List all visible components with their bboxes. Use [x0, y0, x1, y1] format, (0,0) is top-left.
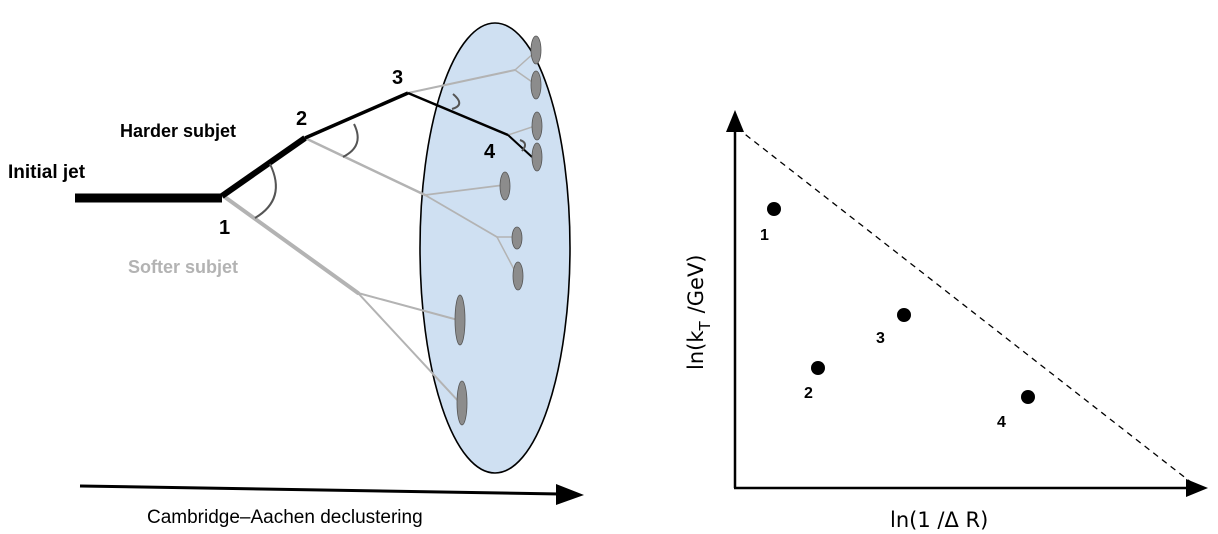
harder-chain: [75, 91, 533, 203]
harder-subjet-label: Harder subjet: [120, 121, 236, 141]
y-axis-arrowhead: [726, 110, 744, 132]
point-label-4: 4: [997, 414, 1006, 431]
point-label-2: 2: [804, 385, 813, 402]
y-axis-label-sub: T: [696, 321, 714, 332]
declustering-label: Cambridge–Aachen declustering: [147, 507, 423, 528]
emission-point-2: [811, 361, 825, 375]
svg-text:ln(kT/GeV): ln(kT/GeV): [684, 255, 714, 371]
emission-point-3: [897, 308, 911, 322]
kinematic-boundary: [736, 127, 1193, 484]
declustering-arrow: [79, 484, 561, 496]
x-axis-label: ln(1 /Δ R): [890, 508, 988, 532]
emission-plane: 1 2 3 4 ln(1 /Δ R) ln(kT/GeV): [684, 110, 1208, 532]
x-axis-arrowhead: [1186, 479, 1208, 497]
y-axis-label: ln(kT/GeV): [684, 255, 714, 371]
angle-arcs: [254, 93, 526, 219]
step-label-1: 1: [219, 217, 230, 239]
point-label-3: 3: [876, 330, 885, 347]
softer-branches: [220, 51, 536, 404]
declustering-diagram: Initial jet Harder subjet Softer subjet …: [8, 22, 584, 528]
particle: [454, 294, 466, 346]
particle: [456, 380, 468, 426]
softer-subjet-label: Softer subjet: [128, 257, 238, 277]
step-label-4: 4: [484, 141, 496, 163]
declustering-arrowhead: [556, 484, 584, 505]
particle: [530, 70, 542, 100]
particle: [530, 35, 542, 65]
y-axis-label-suffix: /GeV): [684, 255, 708, 314]
particle: [511, 226, 523, 250]
step-label-3: 3: [392, 67, 403, 89]
particle: [499, 171, 511, 201]
particle: [531, 142, 543, 172]
emission-point-4: [1021, 390, 1035, 404]
y-axis-label-prefix: ln(k: [684, 330, 708, 370]
emission-point-1: [767, 202, 781, 216]
step-label-2: 2: [296, 108, 307, 130]
initial-jet-label: Initial jet: [8, 162, 86, 183]
particles: [454, 35, 543, 426]
particle: [531, 111, 543, 141]
point-label-1: 1: [760, 227, 769, 244]
detector-ellipse: [419, 22, 571, 474]
particle: [512, 261, 524, 291]
